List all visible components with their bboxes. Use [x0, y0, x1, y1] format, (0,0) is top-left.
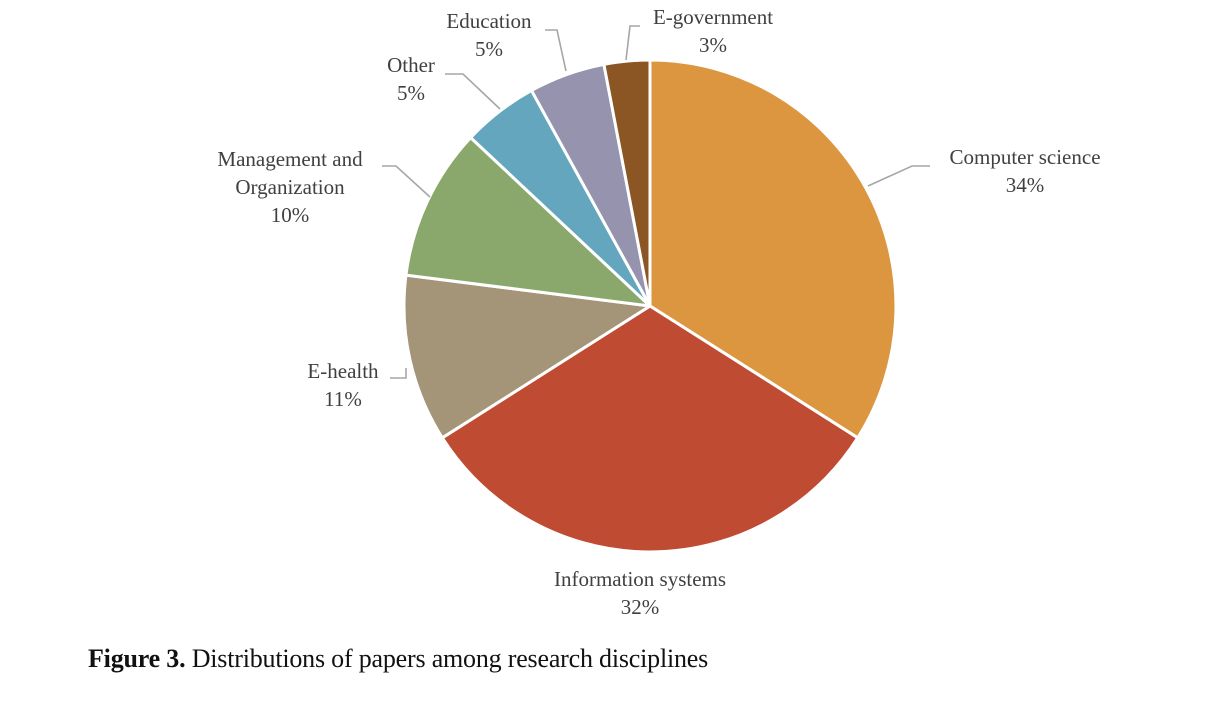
leader-lines — [382, 25, 930, 379]
pie-slice-information-systems — [440, 304, 860, 554]
leader-line-other — [445, 73, 501, 110]
figure-caption: Figure 3. Distributions of papers among … — [88, 644, 708, 674]
pie-slice-management-and-organization — [404, 136, 652, 308]
data-label-e-health: E-health 11% — [307, 359, 379, 411]
data-label-value: 5% — [475, 37, 503, 61]
data-label-category: Organization — [235, 175, 345, 199]
data-label-value: 34% — [1006, 173, 1045, 197]
data-label-value: 11% — [324, 387, 362, 411]
data-labels: Computer science 34% Information systems 32… — [217, 5, 1100, 619]
figure-caption-text: Distributions of papers among research d… — [185, 644, 709, 673]
leader-line-e-health — [390, 368, 407, 379]
data-label-category: E-government — [653, 5, 773, 29]
data-label-value: 32% — [621, 595, 660, 619]
data-label-category: E-health — [307, 359, 379, 383]
data-label-value: 5% — [397, 81, 425, 105]
data-label-category: Computer science — [949, 145, 1100, 169]
data-label-education: Education 5% — [446, 9, 532, 61]
pie-slices — [402, 58, 898, 554]
pie-chart: Computer science 34% Information systems 32… — [217, 5, 1100, 619]
leader-line-computer-science — [867, 165, 930, 187]
data-label-category: Education — [446, 9, 532, 33]
data-label-information-systems: Information systems 32% — [554, 567, 726, 619]
data-label-category: Management and — [217, 147, 363, 171]
data-label-category: Other — [387, 53, 435, 77]
leader-line-management-and-organization — [382, 165, 431, 198]
pie-slice-e-health — [402, 273, 652, 440]
pie-slice-e-government — [602, 58, 652, 308]
leader-line-e-government — [625, 25, 640, 61]
leader-line-education — [545, 29, 567, 72]
data-label-other: Other 5% — [387, 53, 435, 105]
data-label-category: Information systems — [554, 567, 726, 591]
figure-caption-label: Figure 3. — [88, 644, 186, 673]
data-label-value: 3% — [699, 33, 727, 57]
data-label-computer-science: Computer science 34% — [949, 145, 1100, 197]
data-label-management-and-organization: Management and Organization 10% — [217, 147, 363, 227]
data-label-value: 10% — [271, 203, 310, 227]
data-label-e-government: E-government 3% — [653, 5, 773, 57]
